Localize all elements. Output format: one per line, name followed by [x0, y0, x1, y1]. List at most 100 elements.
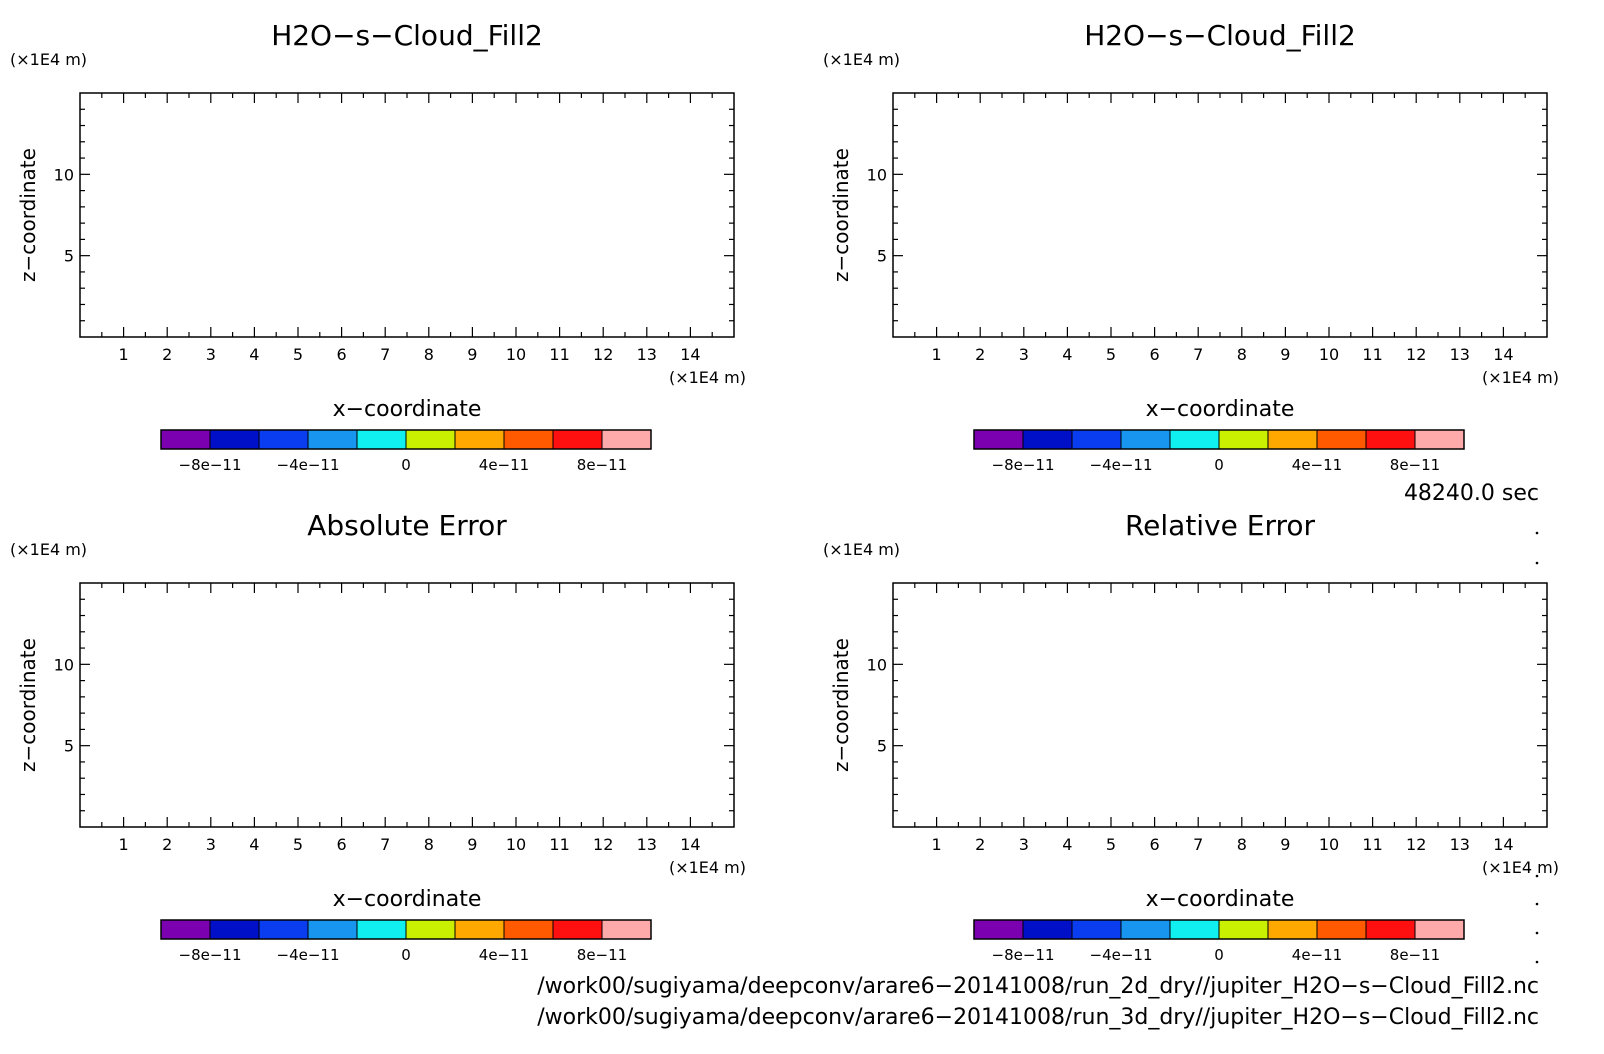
plot-frame: [892, 92, 1548, 338]
x-axis-label: x−coordinate: [333, 887, 482, 912]
x-tick-label: 8: [424, 345, 434, 364]
time-label: 48240.0 sec: [1404, 481, 1539, 506]
x-tick-label: 5: [293, 345, 303, 364]
y-axis-label: z−coordinate: [16, 638, 40, 772]
colorbar-tick-label: −8e−11: [992, 946, 1055, 964]
colorbar-segment: [1415, 430, 1465, 449]
colorbar-tick-label: 8e−11: [1390, 946, 1440, 964]
x-unit-label: (×1E4 m): [1482, 858, 1559, 877]
edge-dot: [1535, 874, 1539, 878]
y-tick-label: 5: [877, 737, 887, 756]
x-tick-label: 7: [380, 345, 390, 364]
colorbar-segment: [602, 920, 652, 939]
colorbar-segment: [1072, 430, 1122, 449]
edge-dots: [1535, 531, 1539, 964]
colorbar-segment: [1023, 430, 1073, 449]
edge-dot: [1535, 931, 1539, 935]
plot-frame: [79, 92, 735, 338]
edge-dot: [1535, 960, 1539, 964]
colorbar-segment: [974, 430, 1024, 449]
x-tick-label: 13: [1450, 345, 1470, 364]
y-axis-label: z−coordinate: [829, 638, 853, 772]
colorbar-segment: [974, 920, 1024, 939]
colorbar-segment: [161, 920, 211, 939]
colorbar-segment: [1170, 920, 1220, 939]
colorbar-segment: [1121, 430, 1171, 449]
chart-panel: H2O−s−Cloud_Fill2(×1E4 m)1 2 3 4 5 6 7 8 9 10 11 12…: [823, 19, 1559, 474]
colorbar-segment: [1317, 430, 1367, 449]
x-tick-label: 6: [337, 835, 347, 854]
colorbar-tick-label: 8e−11: [577, 946, 627, 964]
x-tick-label: 6: [337, 345, 347, 364]
x-tick-label: 14: [680, 835, 700, 854]
x-tick-label: 9: [467, 345, 477, 364]
edge-dot: [1535, 561, 1539, 565]
colorbar-tick-label: 8e−11: [1390, 456, 1440, 474]
colorbar-tick-label: 0: [401, 456, 411, 474]
x-tick-label: 10: [1319, 835, 1339, 854]
colorbar-segment: [161, 430, 211, 449]
colorbar-segment: [259, 920, 309, 939]
x-tick-label: 2: [975, 835, 985, 854]
chart-title: Relative Error: [1125, 509, 1316, 542]
x-tick-label: 7: [1193, 835, 1203, 854]
colorbar-segment: [1072, 920, 1122, 939]
x-tick-label: 2: [162, 345, 172, 364]
y-tick-label: 5: [64, 247, 74, 266]
x-axis-label: x−coordinate: [1146, 887, 1295, 912]
file-path-2: /work00/sugiyama/deepconv/arare6−2014100…: [537, 1005, 1539, 1030]
x-tick-label: 8: [424, 835, 434, 854]
x-tick-label: 1: [119, 835, 129, 854]
colorbar-segment: [1219, 920, 1269, 939]
x-tick-label: 12: [1406, 835, 1426, 854]
colorbar-tick-label: −4e−11: [1090, 456, 1153, 474]
x-tick-label: 10: [506, 835, 526, 854]
x-unit-label: (×1E4 m): [1482, 368, 1559, 387]
y-unit-label: (×1E4 m): [823, 540, 900, 559]
y-unit-label: (×1E4 m): [10, 540, 87, 559]
x-unit-label: (×1E4 m): [669, 368, 746, 387]
x-axis-label: x−coordinate: [333, 397, 482, 422]
x-tick-label: 5: [293, 835, 303, 854]
colorbar-segment: [1219, 430, 1269, 449]
x-tick-label: 1: [932, 345, 942, 364]
y-axis-label: z−coordinate: [829, 148, 853, 282]
x-tick-label: 14: [1493, 345, 1513, 364]
colorbar-tick-label: 4e−11: [479, 946, 529, 964]
file-path-1: /work00/sugiyama/deepconv/arare6−2014100…: [537, 974, 1539, 999]
x-tick-label: 9: [1280, 835, 1290, 854]
x-tick-label: 8: [1237, 835, 1247, 854]
colorbar-segment: [1170, 430, 1220, 449]
colorbar-segment: [210, 430, 260, 449]
colorbar-segment: [1366, 920, 1416, 939]
colorbar-segment: [1366, 430, 1416, 449]
x-tick-label: 14: [1493, 835, 1513, 854]
x-tick-label: 3: [206, 345, 216, 364]
x-tick-label: 11: [1362, 835, 1382, 854]
colorbar-tick-label: −8e−11: [179, 456, 242, 474]
chart-title: Absolute Error: [307, 509, 507, 542]
x-tick-label: 7: [380, 835, 390, 854]
chart-panel: Relative Error(×1E4 m)1 2 3 4 5 6 7 8 9 10 11 12 13 1…: [823, 509, 1559, 964]
colorbar-segment: [1121, 920, 1171, 939]
colorbar-segment: [259, 430, 309, 449]
edge-dot: [1535, 531, 1539, 535]
colorbar-tick-label: −4e−11: [277, 456, 340, 474]
colorbar-tick-label: −8e−11: [992, 456, 1055, 474]
y-tick-label: 5: [877, 247, 887, 266]
colorbar-segment: [308, 920, 358, 939]
x-tick-label: 4: [249, 345, 259, 364]
y-tick-label: 5: [64, 737, 74, 756]
plot-frame: [892, 582, 1548, 828]
edge-dot: [1535, 902, 1539, 906]
x-axis-label: x−coordinate: [1146, 397, 1295, 422]
colorbar-segment: [406, 430, 456, 449]
x-tick-label: 12: [593, 345, 613, 364]
plot-frame: [79, 582, 735, 828]
colorbar-segment: [357, 430, 407, 449]
x-tick-label: 11: [549, 835, 569, 854]
x-tick-label: 5: [1106, 835, 1116, 854]
colorbar-segment: [406, 920, 456, 939]
panels: H2O−s−Cloud_Fill2(×1E4 m)1 2 3 4 5 6 7 8 9 10 11 12…: [10, 19, 1559, 964]
